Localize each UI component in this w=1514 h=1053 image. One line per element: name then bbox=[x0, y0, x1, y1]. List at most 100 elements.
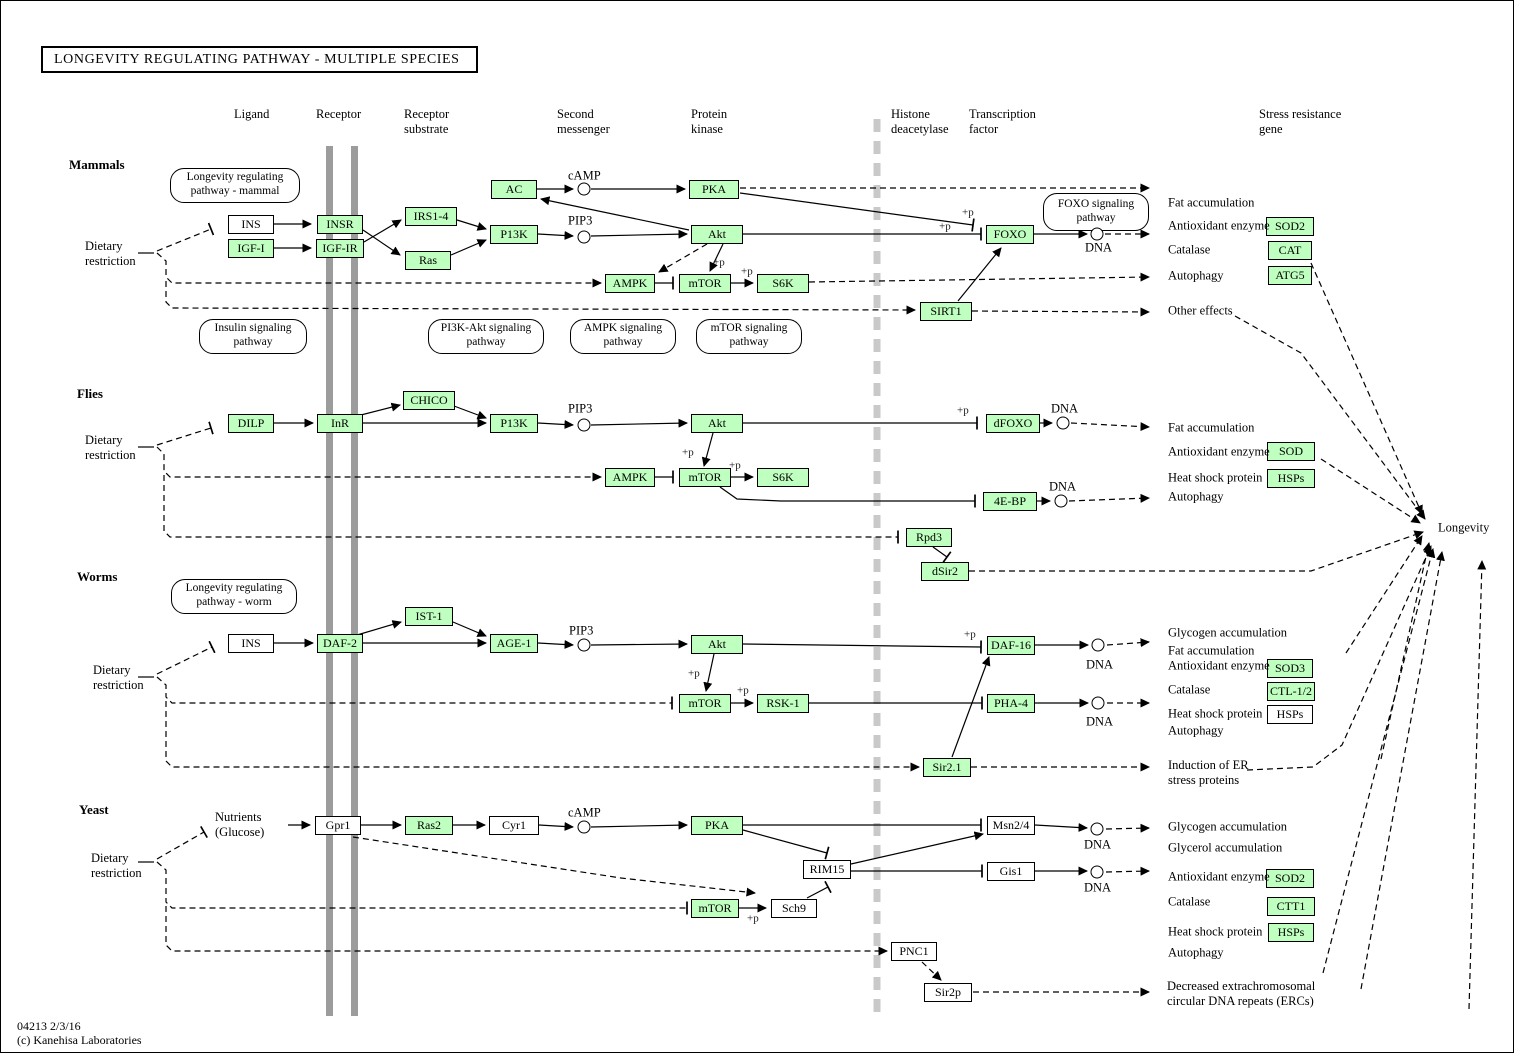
node-mammal-cat[interactable]: CAT bbox=[1268, 240, 1312, 260]
column-header: Receptor bbox=[316, 107, 362, 121]
node-yeast-sch9[interactable]: Sch9 bbox=[771, 898, 817, 918]
node-fly-mtor[interactable]: mTOR bbox=[679, 467, 731, 487]
membrane-bar bbox=[351, 146, 358, 1016]
node-yeast-pnc1[interactable]: PNC1 bbox=[891, 941, 937, 961]
node-fly-hsps[interactable]: HSPs bbox=[1267, 468, 1315, 488]
node-yeast-hsps[interactable]: HSPs bbox=[1268, 922, 1314, 942]
node-mammal-s6k[interactable]: S6K bbox=[757, 273, 809, 293]
edge-m-dr-ampk bbox=[156, 252, 602, 288]
edge-w-dr-sir21 bbox=[165, 701, 920, 772]
section-worms: Worms bbox=[77, 569, 118, 585]
outcome-yeast-autophagy: Autophagy bbox=[1168, 945, 1224, 960]
node-yeast-sod2[interactable]: SOD2 bbox=[1266, 868, 1314, 888]
node-mammal-atg5[interactable]: ATG5 bbox=[1268, 265, 1312, 285]
node-worm-pha4[interactable]: PHA-4 bbox=[987, 693, 1035, 713]
node-mammal-pi3k[interactable]: P13K bbox=[490, 224, 538, 244]
node-yeast-pka[interactable]: PKA bbox=[691, 815, 743, 835]
node-mammal-sirt1[interactable]: SIRT1 bbox=[920, 301, 972, 321]
node-fly-dilp[interactable]: DILP bbox=[228, 413, 274, 433]
node-mammal-sod2[interactable]: SOD2 bbox=[1266, 216, 1314, 236]
node-mammal-irs14[interactable]: IRS1-4 bbox=[405, 206, 457, 226]
node-worm-sir21[interactable]: Sir2.1 bbox=[923, 757, 971, 777]
node-mammal-ras[interactable]: Ras bbox=[405, 250, 451, 270]
pathway-box-insulin-signaling[interactable]: Insulin signaling pathway bbox=[199, 318, 307, 354]
column-header: Receptor substrate bbox=[404, 107, 450, 136]
edge-f-dr-dilp bbox=[156, 421, 214, 446]
node-mammal-ac[interactable]: AC bbox=[491, 179, 537, 199]
node-yeast-gpr1[interactable]: Gpr1 bbox=[315, 815, 361, 835]
node-yeast-gis1[interactable]: Gis1 bbox=[987, 861, 1035, 881]
node-fly-s6k[interactable]: S6K bbox=[757, 467, 809, 487]
pathway-box-foxo-signaling[interactable]: FOXO signaling pathway bbox=[1043, 193, 1149, 231]
edge-f-inr-chico bbox=[356, 402, 401, 417]
node-yeast-ras2[interactable]: Ras2 bbox=[405, 815, 453, 835]
node-yeast-rim15[interactable]: RIM15 bbox=[803, 859, 851, 879]
edge-w-ist1-age1 bbox=[452, 621, 487, 637]
edge-m-pip3-akt bbox=[590, 229, 688, 239]
node-fly-pi3k[interactable]: P13K bbox=[490, 413, 538, 433]
node-mammal-insr[interactable]: INSR bbox=[317, 214, 363, 234]
plus-p: +p bbox=[737, 684, 749, 697]
node-mammal-akt[interactable]: Akt bbox=[691, 224, 743, 244]
node-mammal-foxo[interactable]: FOXO bbox=[986, 224, 1034, 244]
outcome-mammal-other: Other effects bbox=[1168, 303, 1233, 318]
node-yeast-msn24[interactable]: Msn2/4 bbox=[987, 815, 1035, 835]
node-fly-sod[interactable]: SOD bbox=[1267, 441, 1315, 461]
dna-label-yeast-2: DNA bbox=[1084, 880, 1112, 895]
pathway-box-lrp-worm[interactable]: Longevity regulating pathway - worm bbox=[171, 578, 297, 614]
circle-dna-yeast-1 bbox=[1090, 822, 1104, 836]
node-worm-daf2[interactable]: DAF-2 bbox=[317, 633, 363, 653]
edge-f-dna-autophagy bbox=[1068, 493, 1150, 503]
node-worm-rsk1[interactable]: RSK-1 bbox=[757, 693, 809, 713]
column-header: Ligand bbox=[234, 107, 270, 121]
node-worm-ctl12[interactable]: CTL-1/2 bbox=[1267, 681, 1315, 701]
node-fly-chico[interactable]: CHICO bbox=[403, 390, 455, 410]
edge-f-dr-ampk bbox=[156, 446, 602, 482]
plus-p: +p bbox=[747, 912, 759, 925]
edge-w-pip3-akt bbox=[590, 639, 688, 649]
node-yeast-ctt1[interactable]: CTT1 bbox=[1267, 896, 1315, 916]
node-fly-dsir2[interactable]: dSir2 bbox=[921, 561, 969, 581]
node-fly-4ebp[interactable]: 4E-BP bbox=[983, 491, 1037, 511]
node-mammal-ampk[interactable]: AMPK bbox=[605, 273, 655, 293]
plus-p: +p bbox=[688, 667, 700, 680]
pathway-box-mtor-signaling[interactable]: mTOR signaling pathway bbox=[696, 318, 802, 354]
node-fly-inr[interactable]: InR bbox=[317, 413, 363, 433]
node-worm-ins[interactable]: INS bbox=[228, 633, 274, 653]
column-header: Protein kinase bbox=[691, 107, 728, 136]
node-worm-ist1[interactable]: IST-1 bbox=[405, 606, 453, 626]
node-worm-akt[interactable]: Akt bbox=[691, 634, 743, 654]
node-yeast-cyr1[interactable]: Cyr1 bbox=[489, 815, 539, 835]
edge-lv-mammal-genes bbox=[1310, 262, 1423, 515]
node-mammal-igfir[interactable]: IGF-IR bbox=[316, 238, 364, 258]
node-mammal-mtor[interactable]: mTOR bbox=[679, 273, 731, 293]
node-fly-akt[interactable]: Akt bbox=[691, 413, 743, 433]
pathway-box-ampk-signaling[interactable]: AMPK signaling pathway bbox=[570, 318, 676, 354]
dietary-restriction-mammal: Dietary restriction bbox=[85, 239, 136, 268]
node-yeast-sir2p[interactable]: Sir2p bbox=[924, 982, 972, 1002]
node-fly-dfoxo[interactable]: dFOXO bbox=[986, 413, 1040, 433]
plus-p: +p bbox=[729, 459, 741, 472]
node-mammal-igf1[interactable]: IGF-I bbox=[228, 238, 274, 258]
edge-y-pka-rim15 bbox=[742, 829, 830, 860]
outcome-worm-glycogen: Glycogen accumulation bbox=[1168, 625, 1288, 640]
edge-m-ras-pi3k bbox=[450, 239, 487, 256]
column-header: Transcription factor bbox=[969, 107, 1036, 136]
pathway-box-lrp-mammal[interactable]: Longevity regulating pathway - mammal bbox=[170, 167, 300, 203]
node-worm-age1[interactable]: AGE-1 bbox=[490, 633, 538, 653]
pip3-label-mammal: PIP3 bbox=[568, 213, 593, 228]
node-worm-sod3[interactable]: SOD3 bbox=[1267, 658, 1313, 678]
node-yeast-mtor[interactable]: mTOR bbox=[691, 898, 739, 918]
node-mammal-pka[interactable]: PKA bbox=[689, 179, 739, 199]
node-worm-daf16[interactable]: DAF-16 bbox=[987, 635, 1035, 655]
pathway-box-pi3k-akt-signaling[interactable]: PI3K-Akt signaling pathway bbox=[428, 318, 544, 354]
node-mammal-ins[interactable]: INS bbox=[228, 214, 274, 234]
node-fly-rpd3[interactable]: Rpd3 bbox=[906, 527, 952, 547]
circle-dna-mammal bbox=[1090, 227, 1104, 241]
node-worm-hsps[interactable]: HSPs bbox=[1267, 704, 1313, 724]
edge-y-dr-nutrients bbox=[156, 825, 208, 860]
node-fly-ampk[interactable]: AMPK bbox=[605, 467, 655, 487]
map-title-box: LONGEVITY REGULATING PATHWAY - MULTIPLE … bbox=[41, 46, 478, 73]
node-worm-mtor[interactable]: mTOR bbox=[679, 693, 731, 713]
